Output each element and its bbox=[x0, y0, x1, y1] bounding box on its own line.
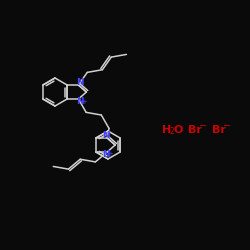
Text: N: N bbox=[102, 131, 110, 140]
Text: O: O bbox=[173, 125, 182, 135]
Text: 2: 2 bbox=[169, 126, 174, 136]
Text: −: − bbox=[223, 121, 231, 131]
Text: Br: Br bbox=[212, 125, 226, 135]
Text: N: N bbox=[76, 78, 84, 87]
Text: +: + bbox=[82, 98, 87, 104]
Text: Br: Br bbox=[188, 125, 202, 135]
Text: N: N bbox=[102, 150, 110, 159]
Text: H: H bbox=[162, 125, 171, 135]
Text: N: N bbox=[76, 97, 84, 106]
Text: −: − bbox=[199, 121, 207, 131]
Text: +: + bbox=[107, 152, 113, 158]
